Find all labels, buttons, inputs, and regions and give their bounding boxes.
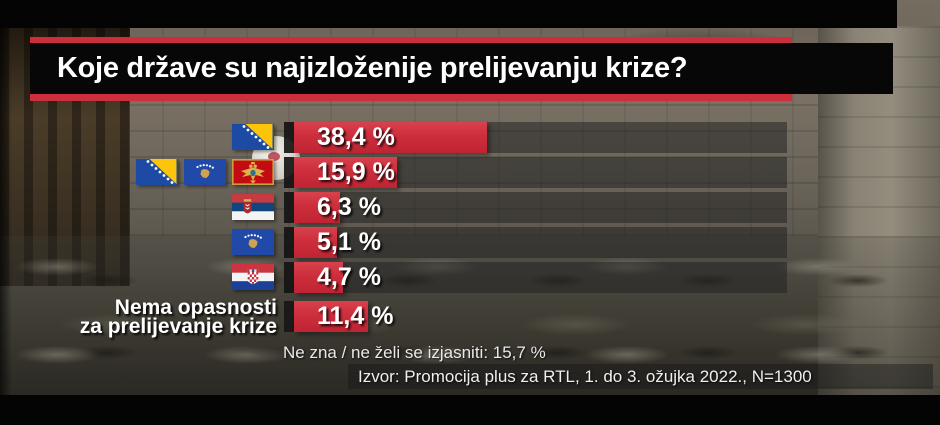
headline-background (30, 43, 893, 94)
flag-bosnia-herzegovina-icon (232, 124, 274, 150)
helmet-badge (268, 152, 280, 161)
bar-fill (294, 227, 337, 258)
category-label: Nema opasnosti za prelijevanje krize (17, 296, 277, 338)
bar-start-cap (284, 262, 294, 293)
bar-value-label: 11,4 % (317, 302, 394, 330)
bar-value-label: 4,7 % (317, 263, 381, 291)
bar-fill (294, 122, 487, 153)
bar-track (284, 192, 787, 223)
headline-text: Koje države su najizloženije prelijevanj… (57, 52, 688, 84)
bar-value-label: 15,9 % (317, 158, 395, 186)
flag-kosovo-icon (232, 229, 274, 255)
flag-montenegro-icon (232, 159, 274, 185)
flag-kosovo-icon (184, 159, 226, 185)
bar-start-cap (284, 157, 294, 188)
top-letterbox-bar (0, 0, 897, 28)
flag-bosnia-herzegovina-icon (136, 159, 178, 185)
bar-start-cap (284, 122, 294, 153)
bar-start-cap (284, 301, 294, 332)
bar-value-label: 6,3 % (317, 193, 381, 221)
source-band (348, 364, 933, 389)
bar-fill (294, 301, 368, 332)
category-label-line: za prelijevanje krize (79, 315, 277, 338)
source-credit: Izvor: Promocija plus za RTL, 1. do 3. o… (358, 367, 812, 386)
flag-serbia-icon (232, 194, 274, 220)
bar-value-label: 38,4 % (317, 123, 395, 151)
footnote-text: Ne zna / ne želi se izjasniti: 15,7 % (283, 343, 546, 362)
bar-value-label: 5,1 % (317, 228, 381, 256)
bar-track (284, 262, 787, 293)
bar-start-cap (284, 227, 294, 258)
flag-croatia-icon (232, 264, 274, 290)
bar-fill (294, 262, 343, 293)
category-label-line: Nema opasnosti (114, 296, 277, 319)
bottom-letterbox-bar (0, 395, 940, 425)
bar-start-cap (284, 192, 294, 223)
bar-fill (294, 157, 397, 188)
bar-track (284, 227, 787, 258)
bar-fill (294, 192, 340, 223)
left-shadow-edge (0, 0, 12, 425)
